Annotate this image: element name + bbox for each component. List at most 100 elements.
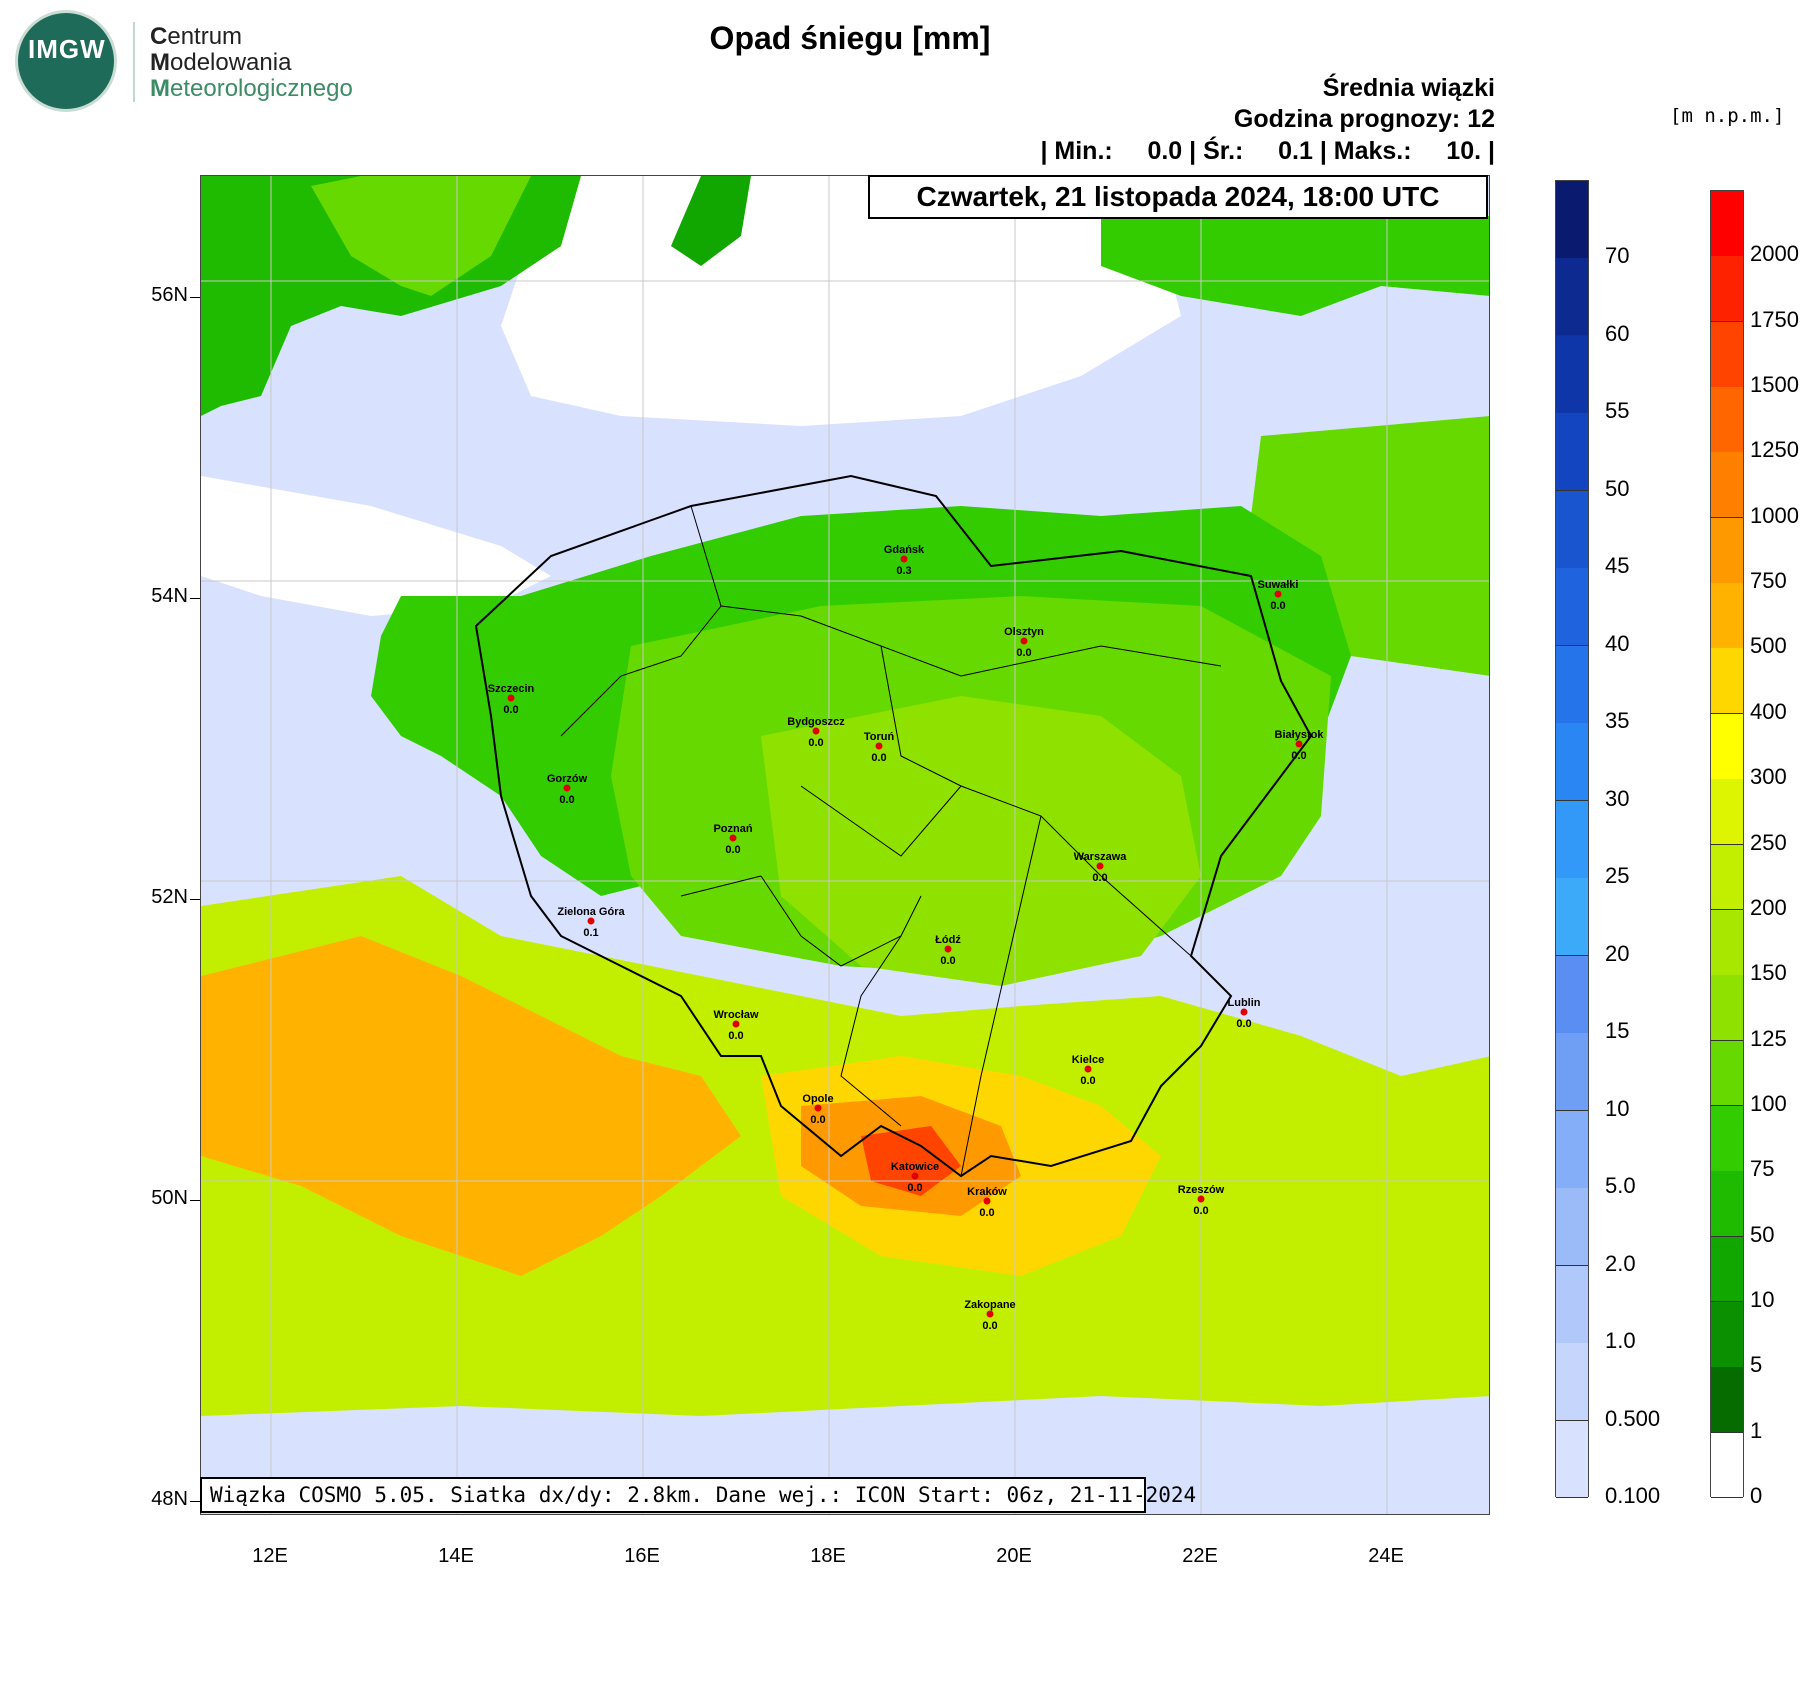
city-dot [911,1172,919,1180]
colorbar-segment [1711,387,1743,453]
city-dot [986,1310,994,1318]
lat-tickmark [190,598,200,599]
city-name: Warszawa [1074,851,1128,863]
city-snow-value: 0.0 [1236,1018,1251,1030]
colorbar-segment [1556,1265,1588,1344]
lon-tick-22E: 22E [1182,1545,1218,1567]
land-poland-central-high [761,696,1201,986]
colorbar-label: 100 [1750,1090,1787,1116]
city-dot [1084,1065,1092,1073]
imgw-logo-text: IMGW [28,34,106,64]
city-marker: Kielce 0.0 [1072,1054,1104,1087]
colorbar-label: 500 [1750,633,1787,659]
city-marker: Łódź 0.0 [935,934,961,967]
city-name: Gdańsk [884,544,925,556]
poland-border [474,474,1313,1178]
colorbar-segment [1556,878,1588,957]
city-marker: Szczecin 0.0 [488,683,535,716]
city-marker: Białystok 0.0 [1275,729,1325,762]
city-snow-value: 0.0 [725,844,740,856]
colorbar-label: 0.100 [1605,1483,1661,1508]
city-marker: Wrocław 0.0 [713,1009,758,1042]
colorbar-segment [1711,975,1743,1042]
map-title: Opad śniegu [mm] [709,20,991,56]
colorbar-segment [1711,648,1743,715]
city-snow-value: 0.0 [907,1182,922,1194]
city-dot [1020,637,1028,645]
colorbar-label: 150 [1750,960,1787,986]
colorbar-segment [1556,1033,1588,1112]
colorbar-segment [1711,1040,1743,1107]
colorbar-label: 60 [1605,320,1630,346]
map-canvas: Gdańsk 0.3 Suwałki 0.0 Olsztyn 0.0 Szczecin 0.0… [201,176,1489,1514]
colorbar-label: 1000 [1750,502,1799,528]
colorbar-segment [1556,181,1588,259]
elevation-unit: [m n.p.m.] [1670,105,1785,127]
colorbar-segment [1711,1367,1743,1434]
city-name: Bydgoszcz [787,716,845,728]
city-snow-value: 0.0 [940,955,955,967]
land-sweden-coast [671,176,751,266]
colorbar-label: 2000 [1750,241,1799,267]
city-dot [900,555,908,563]
colorbar-segment [1711,452,1743,519]
colorbar-segment [1556,723,1588,802]
city-snow-value: 0.0 [808,737,823,749]
snow-colorbar [1555,180,1589,1499]
city-marker: Suwałki 0.0 [1258,579,1299,612]
logo-divider [133,22,135,102]
city-name: Katowice [891,1161,939,1173]
city-snow-value: 0.0 [559,794,574,806]
lat-tickmark [190,899,200,900]
colorbar-label: 1750 [1750,306,1799,332]
city-name: Lublin [1228,997,1261,1009]
colorbar-label: 35 [1605,708,1630,734]
lon-tick-24E: 24E [1368,1545,1404,1567]
land-baltic-states [1101,216,1489,316]
lat-tick-52N: 52N [151,886,188,908]
colorbar-segment [1711,1432,1743,1499]
city-dot [732,1020,740,1028]
colorbar-segment [1711,909,1743,976]
city-name: Opole [802,1093,833,1105]
colorbar-label: 75 [1750,1156,1775,1182]
city-dot [983,1197,991,1205]
city-marker: Zakopane 0.0 [964,1299,1015,1332]
city-marker: Gdańsk 0.3 [884,544,925,577]
colorbar-label: 1500 [1750,372,1799,398]
lat-tick-50N: 50N [151,1187,188,1209]
org-name-line-3: Meteorologicznego [150,75,353,102]
colorbar-segment [1556,258,1588,337]
header-forecast-hour: Godzina prognozy: 12 [1233,105,1495,133]
city-marker: Rzeszów 0.0 [1178,1184,1225,1217]
city-marker: Katowice 0.0 [891,1161,939,1194]
graticule [201,176,1489,1514]
city-name: Poznań [713,823,752,835]
colorbar-segment [1711,713,1743,780]
colorbar-label: 750 [1750,568,1787,594]
zero-area-north [501,176,1181,426]
colorbar-label: 70 [1605,243,1630,269]
colorbar-segment [1711,191,1743,257]
city-name: Wrocław [713,1009,758,1021]
lon-tick-20E: 20E [996,1545,1032,1567]
city-snow-value: 0.0 [1270,600,1285,612]
city-name: Rzeszów [1178,1184,1225,1196]
land-bohemian-highlands [201,936,741,1276]
city-name: Toruń [864,731,895,743]
city-name: Suwałki [1258,579,1299,591]
city-dot [875,742,883,750]
city-dot [814,1104,822,1112]
lat-tickmark [190,297,200,298]
city-markers: Gdańsk 0.3 Suwałki 0.0 Olsztyn 0.0 Szczecin 0.0… [488,544,1325,1332]
land-sweden-south [311,176,531,296]
city-name: Zielona Góra [557,906,625,918]
city-snow-value: 0.0 [1092,872,1107,884]
colorbar-label: 50 [1750,1221,1775,1247]
city-name: Kraków [967,1186,1007,1198]
colorbar-segment [1556,1188,1588,1267]
colorbar-segment [1556,413,1588,492]
city-dot [729,834,737,842]
colorbar-label: 40 [1605,630,1630,656]
colorbar-segment [1556,1420,1588,1499]
